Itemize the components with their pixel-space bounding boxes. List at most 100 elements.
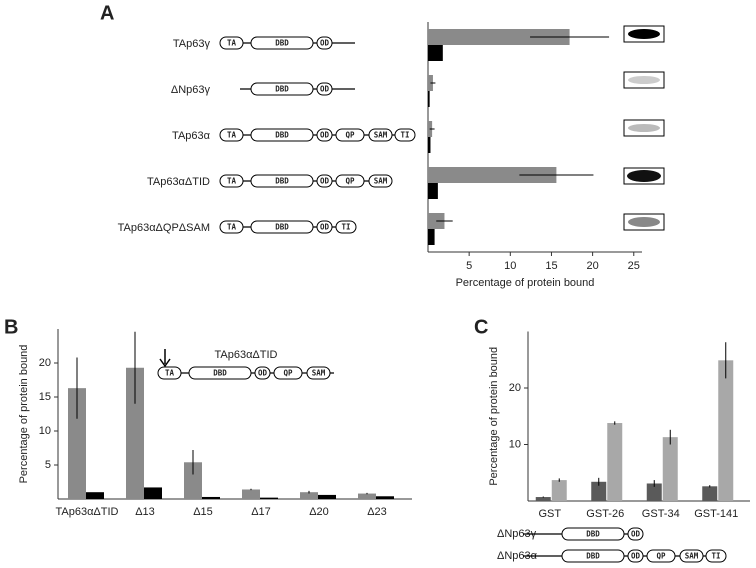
domain: [316, 82, 333, 96]
bar: [646, 483, 662, 501]
domain-label: OD: [320, 85, 330, 94]
domain-label: SAM: [374, 177, 388, 186]
domain-label: DBD: [275, 177, 289, 186]
domain-label: QP: [345, 177, 355, 186]
x-tick-label: 5: [466, 260, 472, 272]
domain: [250, 36, 314, 50]
bar: [535, 497, 551, 501]
domain-label: QP: [345, 131, 355, 140]
category-label: ΔNp63γ: [171, 84, 211, 96]
domain: [250, 82, 314, 96]
category-label: TAp63αΔQPΔSAM: [118, 222, 210, 234]
domain: [316, 36, 333, 50]
domain-label: DBD: [586, 530, 600, 539]
domain-label: OD: [258, 369, 268, 378]
domain-label: SAM: [312, 369, 326, 378]
bar: [428, 229, 435, 245]
bar: [376, 496, 394, 499]
bar: [428, 91, 430, 107]
y-tick-label: 5: [45, 459, 51, 471]
bar: [318, 494, 336, 499]
domain-label: TA: [227, 177, 237, 186]
y-axis-label: Percentage of protein bound: [488, 347, 500, 486]
domain: [219, 220, 244, 234]
bar: [86, 492, 104, 499]
domain-label: DBD: [275, 223, 289, 232]
y-tick-label: 20: [39, 357, 51, 369]
domain: [705, 549, 727, 563]
domain-label: OD: [320, 131, 330, 140]
arrow-head: [159, 358, 171, 368]
x-tick-label: 20: [586, 260, 598, 272]
domain: [627, 549, 644, 563]
x-tick-label: Δ15: [193, 506, 213, 518]
domain-label: SAM: [685, 552, 699, 561]
domain-label: OD: [631, 552, 641, 561]
bar: [184, 462, 202, 499]
domain: [561, 549, 625, 563]
construct-name: TAp63αΔTID: [214, 349, 277, 361]
panel-label: C: [474, 316, 488, 338]
domain: [394, 128, 416, 142]
domain-label: TI: [341, 223, 350, 232]
domain: [561, 527, 625, 541]
x-tick-label: 25: [628, 260, 640, 272]
bar: [126, 367, 144, 499]
category-label: TAp63α: [172, 130, 211, 142]
x-tick-label: Δ17: [251, 506, 271, 518]
domain-label: DBD: [275, 131, 289, 140]
y-tick-label: 10: [509, 438, 521, 450]
x-tick-label: TAp63αΔTID: [55, 506, 118, 518]
domain: [273, 366, 303, 380]
domain: [335, 128, 365, 142]
bar: [662, 437, 678, 501]
domain-label: DBD: [275, 39, 289, 48]
x-tick-label: GST-34: [642, 508, 680, 520]
domain: [627, 527, 644, 541]
bar: [591, 481, 607, 501]
category-label: TAp63αΔTID: [147, 176, 210, 188]
domain: [188, 366, 252, 380]
domain-label: DBD: [275, 85, 289, 94]
domain-label: OD: [320, 177, 330, 186]
domain-label: TA: [227, 39, 237, 48]
x-tick-label: GST: [538, 508, 561, 520]
domain: [679, 549, 704, 563]
domain: [646, 549, 676, 563]
domain-label: OD: [320, 223, 330, 232]
domain: [306, 366, 331, 380]
domain-label: QP: [656, 552, 666, 561]
domain: [219, 174, 244, 188]
x-tick-label: GST-141: [694, 508, 738, 520]
domain-label: OD: [320, 39, 330, 48]
y-tick-label: 10: [39, 425, 51, 437]
y-tick-label: 20: [509, 382, 521, 394]
domain: [250, 128, 314, 142]
bar: [260, 497, 278, 499]
y-axis-label: Percentage of protein bound: [18, 345, 30, 484]
domain: [254, 366, 271, 380]
domain-label: TI: [711, 552, 720, 561]
y-tick-label: 15: [39, 391, 51, 403]
domain: [316, 220, 333, 234]
blots: [623, 25, 665, 231]
bar: [718, 360, 734, 501]
bar: [428, 29, 570, 45]
bar: [202, 496, 220, 499]
domain-label: SAM: [374, 131, 388, 140]
x-axis-label: Percentage of protein bound: [456, 277, 595, 289]
bar: [428, 137, 431, 153]
bar: [242, 489, 260, 499]
x-tick-label: 15: [545, 260, 557, 272]
domain: [316, 128, 333, 142]
domain-label: DBD: [213, 369, 227, 378]
x-tick-label: Δ20: [309, 506, 329, 518]
domain-label: TI: [400, 131, 409, 140]
bar: [607, 423, 623, 501]
x-tick-label: 10: [504, 260, 516, 272]
construct-name: ΔNp63γ: [497, 528, 537, 540]
x-tick-label: GST-26: [586, 508, 624, 520]
domain-label: TA: [227, 131, 237, 140]
domain-label: QP: [283, 369, 293, 378]
